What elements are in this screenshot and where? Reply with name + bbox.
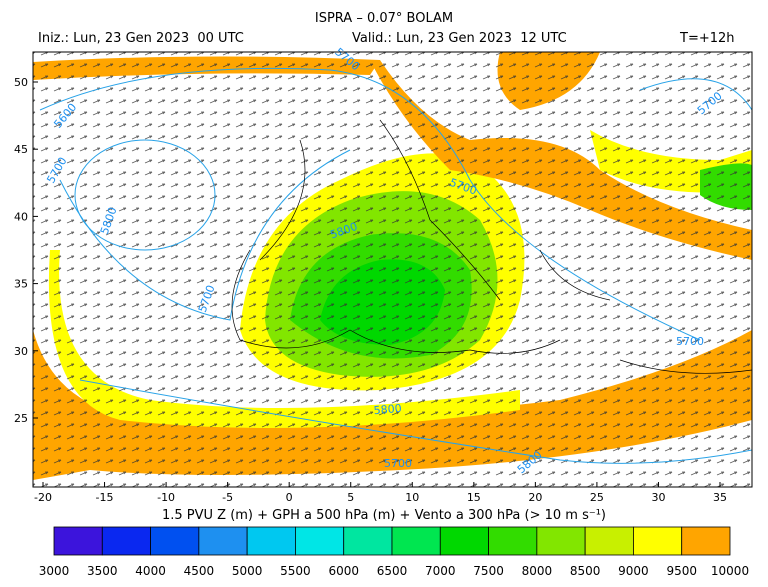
colorbar-swatch — [391, 526, 441, 556]
x-tick-label: 30 — [651, 491, 665, 504]
colorbar-label: 5000 — [232, 564, 263, 578]
colorbar-label: 4000 — [135, 564, 166, 578]
init-time: Iniz.: Lun, 23 Gen 2023 00 UTC — [38, 31, 244, 46]
colorbar-swatch — [584, 526, 634, 556]
map-frame — [32, 51, 753, 488]
contour-label: 5700 — [676, 335, 704, 348]
x-tick-label: -5 — [222, 491, 233, 504]
x-tick-label: 25 — [590, 491, 604, 504]
colorbar-label: 5500 — [280, 564, 311, 578]
colorbar-label: 10000 — [711, 564, 749, 578]
y-tick-label: 30 — [14, 345, 28, 358]
colorbar-label: 9000 — [618, 564, 649, 578]
colorbar-label: 7000 — [425, 564, 456, 578]
y-tick-label: 40 — [14, 210, 28, 223]
y-tick-label: 50 — [14, 76, 28, 89]
map-field — [33, 52, 752, 487]
colorbar-swatch — [198, 526, 248, 556]
colorbar-swatch — [101, 526, 151, 556]
x-tick-label: 0 — [286, 491, 293, 504]
colorbar-swatch — [488, 526, 538, 556]
colorbar-label: 9500 — [666, 564, 697, 578]
colorbar-label: 3000 — [39, 564, 70, 578]
y-tick-label: 35 — [14, 278, 28, 291]
x-tick-label: 20 — [528, 491, 542, 504]
colorbar-swatch — [246, 526, 296, 556]
y-tick-label: 25 — [14, 412, 28, 425]
colorbar-swatch — [536, 526, 586, 556]
caption: 1.5 PVU Z (m) + GPH a 500 hPa (m) + Vent… — [162, 508, 606, 523]
colorbar-label: 8500 — [570, 564, 601, 578]
colorbar-label: 4500 — [184, 564, 215, 578]
colorbar-label: 6500 — [377, 564, 408, 578]
colorbar-swatch — [681, 526, 731, 556]
valid-time: Valid.: Lun, 23 Gen 2023 12 UTC — [352, 31, 567, 46]
lead-time: T=+12h — [679, 31, 735, 46]
colorbar-label: 6000 — [328, 564, 359, 578]
contour-label: 5800 — [373, 402, 402, 417]
colorbar-swatch — [295, 526, 345, 556]
contour-label: 5700 — [384, 457, 412, 470]
x-tick-label: -10 — [157, 491, 175, 504]
colorbar-label: 7500 — [473, 564, 504, 578]
x-tick-label: -15 — [96, 491, 114, 504]
colorbar-swatch — [439, 526, 489, 556]
x-tick-label: 15 — [467, 491, 481, 504]
x-tick-label: 35 — [713, 491, 727, 504]
x-tick-label: 5 — [347, 491, 354, 504]
y-tick-label: 45 — [14, 143, 28, 156]
title: ISPRA – 0.07° BOLAM — [315, 11, 453, 26]
colorbar-label: 8000 — [522, 564, 553, 578]
colorbar-swatch — [633, 526, 683, 556]
colorbar-swatch — [53, 526, 103, 556]
x-tick-label: 10 — [405, 491, 419, 504]
colorbar-swatch — [343, 526, 393, 556]
x-tick-label: -20 — [34, 491, 52, 504]
colorbar-swatch — [150, 526, 200, 556]
colorbar-label: 3500 — [87, 564, 118, 578]
